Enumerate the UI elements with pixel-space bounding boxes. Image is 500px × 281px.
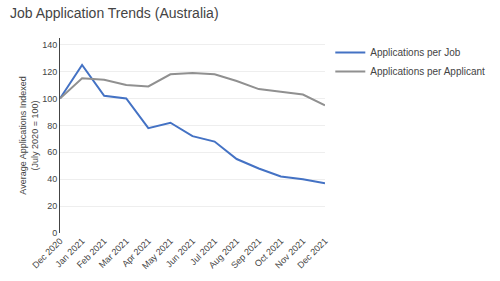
svg-text:Jun 2021: Jun 2021 bbox=[164, 236, 197, 269]
svg-text:80: 80 bbox=[47, 121, 57, 131]
svg-text:Feb 2021: Feb 2021 bbox=[75, 236, 109, 270]
svg-text:Applications per Job: Applications per Job bbox=[370, 47, 460, 58]
svg-text:Aug 2021: Aug 2021 bbox=[207, 236, 241, 270]
svg-text:0: 0 bbox=[52, 228, 57, 238]
svg-text:Average Applications Indexed(J: Average Applications Indexed(July 2020 =… bbox=[18, 76, 40, 194]
svg-text:20: 20 bbox=[47, 201, 57, 211]
svg-text:140: 140 bbox=[42, 40, 57, 50]
svg-text:Apr 2021: Apr 2021 bbox=[120, 236, 153, 269]
svg-text:60: 60 bbox=[47, 147, 57, 157]
svg-text:Dec 2021: Dec 2021 bbox=[295, 236, 329, 270]
svg-text:Sep 2021: Sep 2021 bbox=[229, 236, 263, 270]
svg-text:120: 120 bbox=[42, 67, 57, 77]
svg-text:Applications per Applicant: Applications per Applicant bbox=[370, 66, 485, 77]
svg-text:Jul 2021: Jul 2021 bbox=[188, 236, 219, 267]
svg-text:100: 100 bbox=[42, 94, 57, 104]
svg-text:40: 40 bbox=[47, 174, 57, 184]
svg-text:Nov 2021: Nov 2021 bbox=[273, 236, 307, 270]
svg-text:Job Application Trends (Austra: Job Application Trends (Australia) bbox=[10, 5, 219, 21]
svg-text:May 2021: May 2021 bbox=[140, 236, 175, 271]
svg-text:Oct 2021: Oct 2021 bbox=[253, 236, 286, 269]
svg-text:Jan 2021: Jan 2021 bbox=[53, 236, 86, 269]
svg-text:Dec 2020: Dec 2020 bbox=[30, 236, 64, 270]
svg-text:Mar 2021: Mar 2021 bbox=[97, 236, 131, 270]
